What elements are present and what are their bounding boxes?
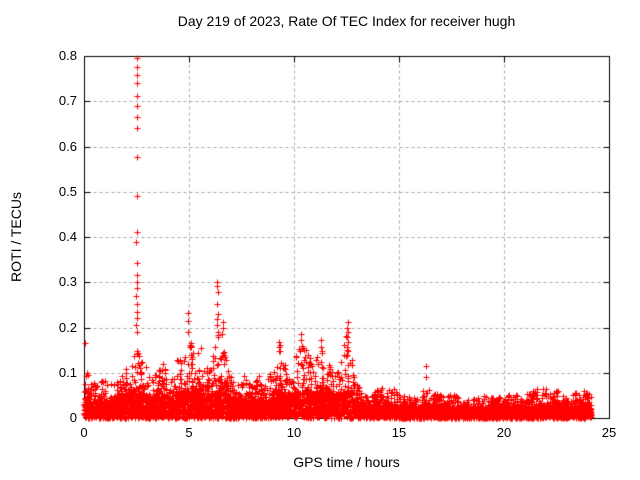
y-tick-label: 0.4: [58, 229, 77, 244]
x-tick-label: 15: [391, 425, 407, 440]
y-tick-label: 0.5: [58, 183, 77, 199]
x-tick-label: 20: [496, 425, 512, 440]
y-tick-label: 0.7: [58, 93, 77, 109]
x-tick-label: 25: [601, 425, 617, 440]
x-axis-label: GPS time / hours: [293, 454, 400, 470]
y-tick-label: 0.6: [58, 138, 77, 154]
chart-title: Day 219 of 2023, Rate Of TEC Index for r…: [177, 13, 516, 29]
x-tick-label: 5: [185, 425, 193, 440]
x-tick-label: 0: [80, 425, 88, 440]
x-tick-label: 10: [286, 425, 302, 440]
y-tick-label: 0: [69, 410, 77, 425]
y-tick-label: 0.8: [58, 48, 77, 63]
y-tick-label: 0.1: [58, 364, 77, 380]
y-tick-label: 0.2: [58, 319, 77, 335]
y-tick-label: 0.3: [58, 274, 77, 290]
